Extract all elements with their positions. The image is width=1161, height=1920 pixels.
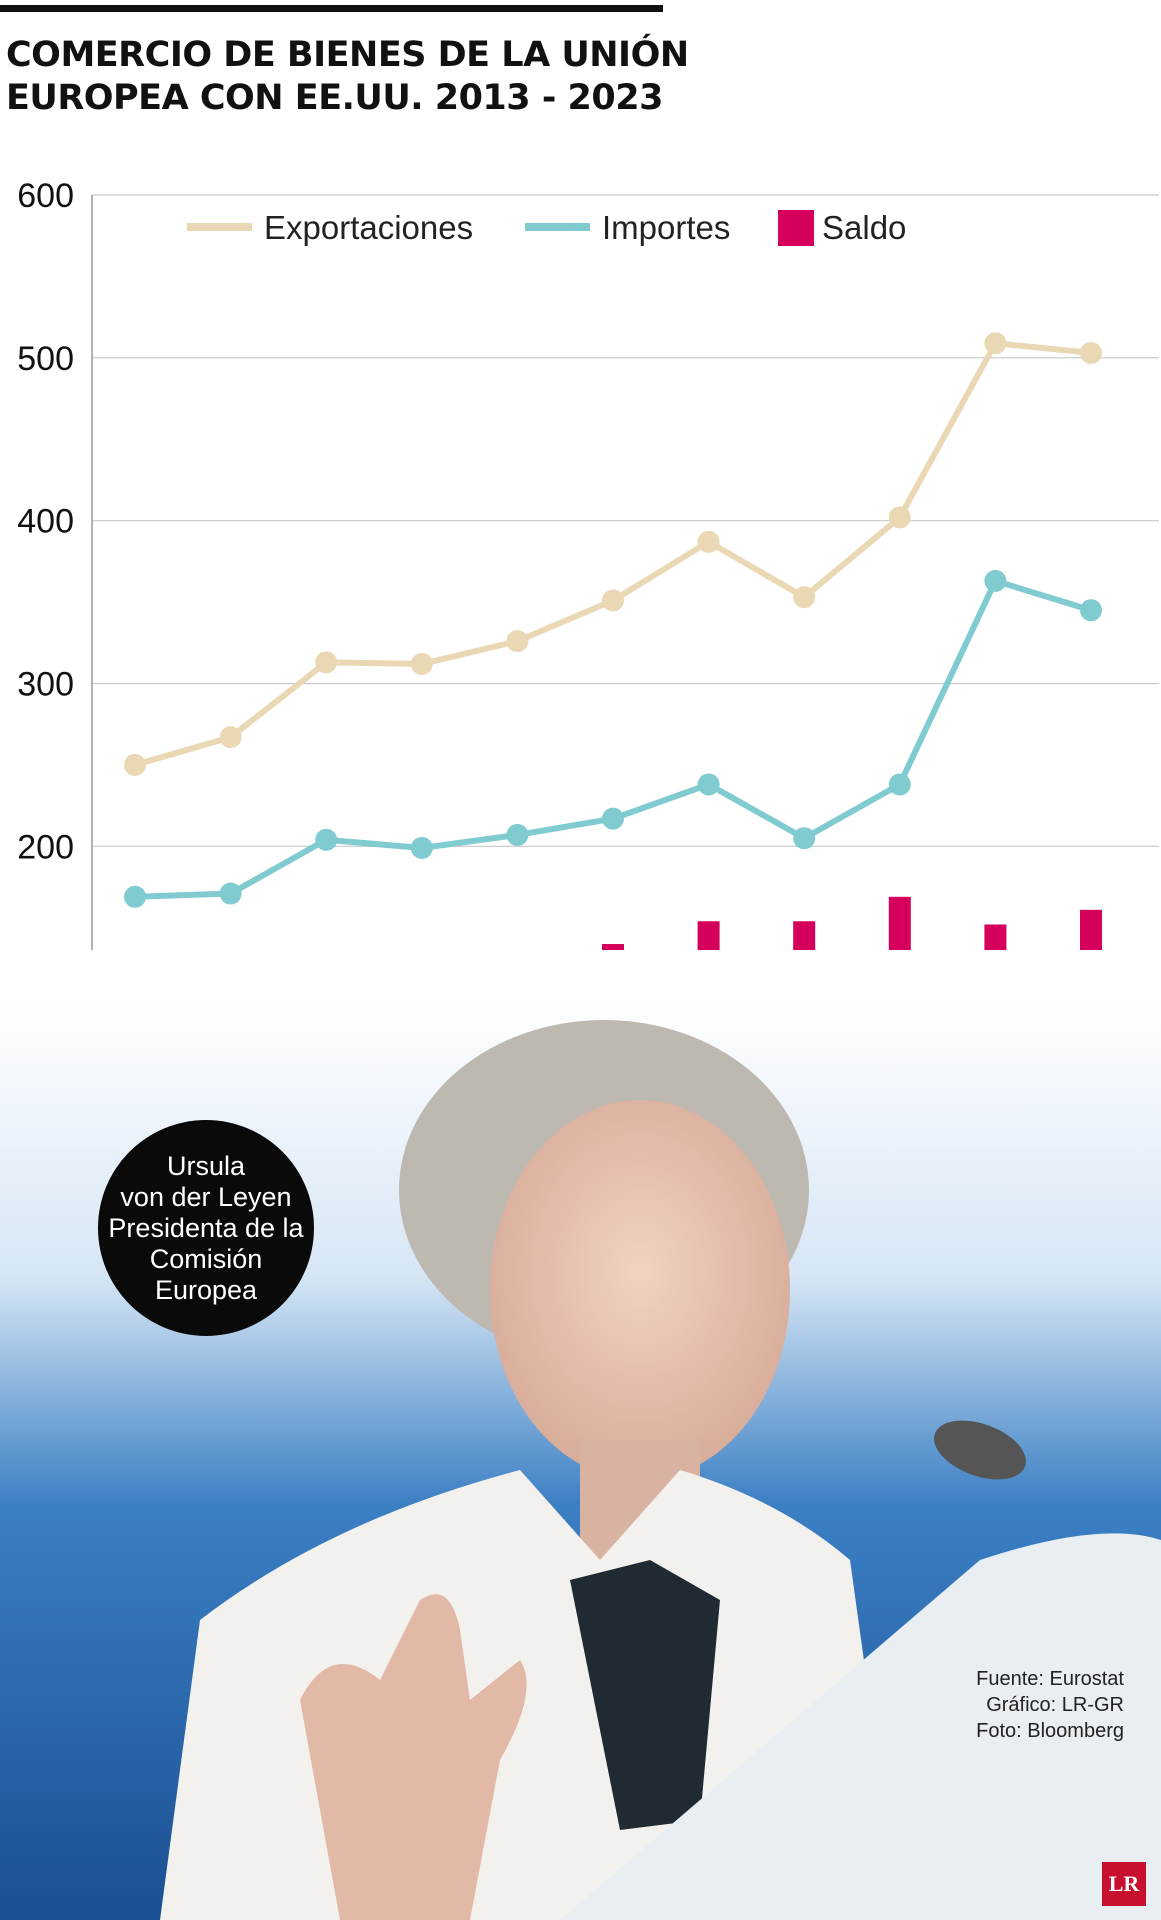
saldo-bar — [1080, 909, 1102, 950]
data-point-exportaciones — [888, 506, 911, 529]
data-point-exportaciones — [124, 753, 146, 776]
legend-swatch-saldo — [778, 210, 814, 246]
credit-source: Fuente: Eurostat — [976, 1668, 1124, 1690]
saldo-bar — [793, 921, 816, 950]
top-rule — [0, 5, 663, 12]
credits: Fuente: Eurostat Gráfico: LR-GR Foto: Bl… — [976, 1666, 1124, 1744]
saldo-bar — [984, 924, 1007, 950]
person-badge: Ursula von der Leyen Presidenta de la Co… — [98, 1120, 314, 1336]
y-tick-label: 500 — [17, 340, 74, 378]
y-tick-label: 600 — [17, 177, 74, 215]
data-point-exportaciones — [984, 332, 1007, 355]
data-point-importes — [506, 823, 529, 846]
saldo-bar — [602, 944, 624, 950]
data-point-importes — [124, 885, 146, 908]
data-point-importes — [602, 807, 624, 830]
legend-label-exportaciones: Exportaciones — [264, 209, 473, 246]
credit-photo: Foto: Bloomberg — [976, 1720, 1124, 1742]
data-point-importes — [315, 828, 338, 851]
y-tick-label: 400 — [17, 503, 74, 541]
data-point-exportaciones — [315, 651, 338, 674]
data-point-exportaciones — [506, 630, 529, 653]
credit-graphic: Gráfico: LR-GR — [986, 1694, 1124, 1716]
lr-logo: LR — [1102, 1862, 1146, 1906]
data-point-exportaciones — [602, 589, 624, 612]
photo-von-der-leyen — [0, 1000, 1161, 1920]
data-point-importes — [793, 827, 816, 850]
badge-line: Ursula — [166, 1150, 245, 1181]
legend-label-importes: Importes — [602, 209, 730, 246]
y-tick-label: 200 — [17, 828, 74, 866]
badge-line: von der Leyen — [120, 1181, 292, 1212]
data-point-exportaciones — [219, 726, 242, 749]
saldo-bar — [888, 896, 911, 950]
data-point-importes — [219, 882, 242, 905]
legend-label-saldo: Saldo — [822, 209, 906, 246]
data-point-importes — [984, 569, 1007, 592]
data-point-importes — [1080, 599, 1102, 622]
badge-line: Comisión — [149, 1243, 263, 1274]
series-line-importes — [134, 577, 1092, 900]
data-point-exportaciones — [1080, 341, 1102, 364]
data-point-importes — [888, 773, 911, 796]
data-point-exportaciones — [697, 530, 720, 553]
badge-line: Presidenta de la — [108, 1212, 304, 1243]
series-line-exportaciones — [134, 339, 1092, 768]
saldo-bar — [697, 921, 720, 950]
chart-title: COMERCIO DE BIENES DE LA UNIÓN EUROPEA C… — [6, 35, 689, 118]
data-point-exportaciones — [793, 586, 816, 609]
data-point-exportaciones — [410, 652, 433, 675]
data-point-importes — [410, 836, 433, 859]
chart: 0100200300400500600201320142015201620182… — [17, 177, 1159, 950]
y-tick-label: 300 — [17, 666, 74, 704]
badge-line: Europea — [154, 1274, 258, 1305]
data-point-importes — [697, 773, 720, 796]
